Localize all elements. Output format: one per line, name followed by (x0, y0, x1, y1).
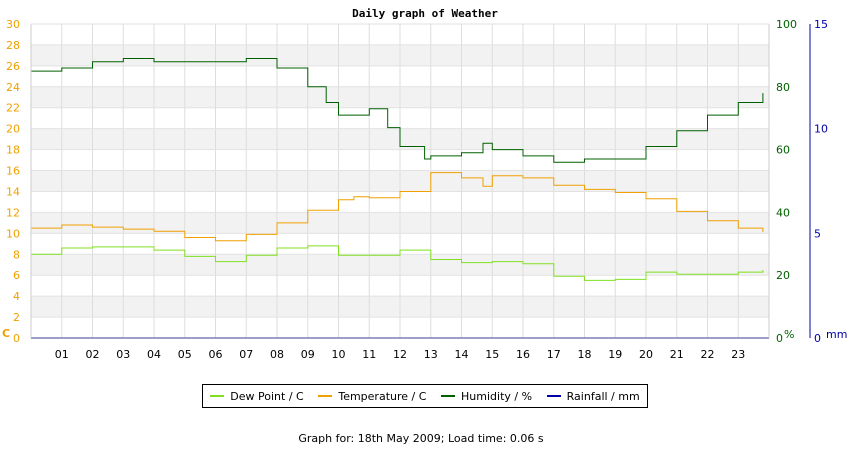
x-tick-label: 18 (578, 348, 592, 361)
legend-swatch (318, 395, 333, 397)
x-tick-label: 16 (516, 348, 530, 361)
y-left-tick-label: 28 (6, 39, 20, 52)
y-humidity-tick-label: 40 (776, 206, 790, 219)
y-left-tick-label: 12 (6, 206, 20, 219)
x-tick-label: 20 (639, 348, 653, 361)
legend-label: Humidity / % (461, 389, 533, 403)
legend-swatch (441, 395, 456, 397)
x-tick-label: 09 (301, 348, 315, 361)
y-rain-tick-label: 10 (814, 123, 828, 136)
legend-item: Temperature / C (318, 390, 426, 403)
y-rain-unit: mm (826, 328, 847, 341)
x-tick-label: 11 (362, 348, 376, 361)
x-tick-label: 22 (701, 348, 715, 361)
y-humidity-tick-label: 60 (776, 144, 790, 157)
x-tick-label: 02 (86, 348, 100, 361)
series-line-dew (31, 245, 764, 281)
x-tick-label: 05 (178, 348, 192, 361)
x-tick-label: 08 (270, 348, 284, 361)
y-left-tick-label: 8 (13, 248, 20, 261)
legend-label: Temperature / C (338, 389, 427, 403)
y-humidity-tick-label: 100 (776, 18, 797, 31)
legend-item: Dew Point / C (210, 389, 304, 403)
x-tick-label: 03 (116, 348, 130, 361)
y-left-tick-label: 6 (13, 269, 20, 282)
legend-item: Humidity / % (441, 390, 532, 403)
y-left-tick-label: 2 (13, 311, 20, 324)
y-left-tick-label: 22 (6, 102, 20, 115)
y-left-tick-label: 30 (6, 18, 20, 31)
y-left-tick-label: 24 (6, 81, 20, 94)
series-line-humidity (31, 58, 764, 163)
tick-labels: 01 02 03 04 05 06 07 08 09 10 11 12 13 14 15 16 17 18 19 20… (2, 18, 847, 361)
footer-status: Graph for: 18th May 2009; Load time: 0.0… (298, 432, 544, 445)
legend-item: Rainfall / mm (546, 389, 640, 403)
y-left-tick-label: 26 (6, 60, 20, 73)
y-humidity-tick-label: 0 (776, 332, 783, 345)
x-tick-label: 12 (393, 348, 407, 361)
y-left-tick-label: 4 (13, 290, 20, 303)
x-tick-label: 07 (239, 348, 253, 361)
y-left-tick-label: 14 (6, 185, 20, 198)
x-tick-label: 21 (670, 348, 684, 361)
x-tick-label: 15 (485, 348, 499, 361)
y-rain-tick-label: 5 (814, 227, 821, 240)
x-tick-label: 01 (55, 348, 69, 361)
y-left-tick-label: 18 (6, 144, 20, 157)
x-tick-label: 23 (731, 348, 745, 361)
y-left-unit: C (2, 327, 10, 340)
x-tick-label: 04 (147, 348, 161, 361)
x-tick-label: 17 (547, 348, 561, 361)
y-humidity-tick-label: 80 (776, 81, 790, 94)
series-line-temperature (31, 172, 764, 242)
chart-legend: Dew Point / C Temperature / C Humidity / %… (202, 384, 648, 408)
y-left-tick-label: 10 (6, 227, 20, 240)
y-left-tick-label: 20 (6, 123, 20, 136)
legend-label: Dew Point / C (230, 389, 304, 403)
legend-label: Rainfall / mm (566, 389, 640, 403)
chart-title: Daily graph of Weather (352, 7, 498, 20)
y-left-tick-label: 16 (6, 165, 20, 178)
chart-grid (31, 23, 769, 339)
x-tick-label: 10 (332, 348, 346, 361)
y-humidity-unit: % (784, 328, 794, 341)
y-rain-tick-label: 0 (814, 332, 821, 345)
x-tick-label: 13 (424, 348, 438, 361)
chart-axes (30, 24, 811, 339)
legend-swatch (546, 395, 561, 397)
legend-swatch (210, 395, 225, 397)
x-tick-label: 19 (608, 348, 622, 361)
y-rain-tick-label: 15 (814, 18, 828, 31)
x-tick-label: 06 (209, 348, 223, 361)
y-humidity-tick-label: 20 (776, 269, 790, 282)
x-tick-label: 14 (455, 348, 469, 361)
y-left-tick-label: 0 (13, 332, 20, 345)
